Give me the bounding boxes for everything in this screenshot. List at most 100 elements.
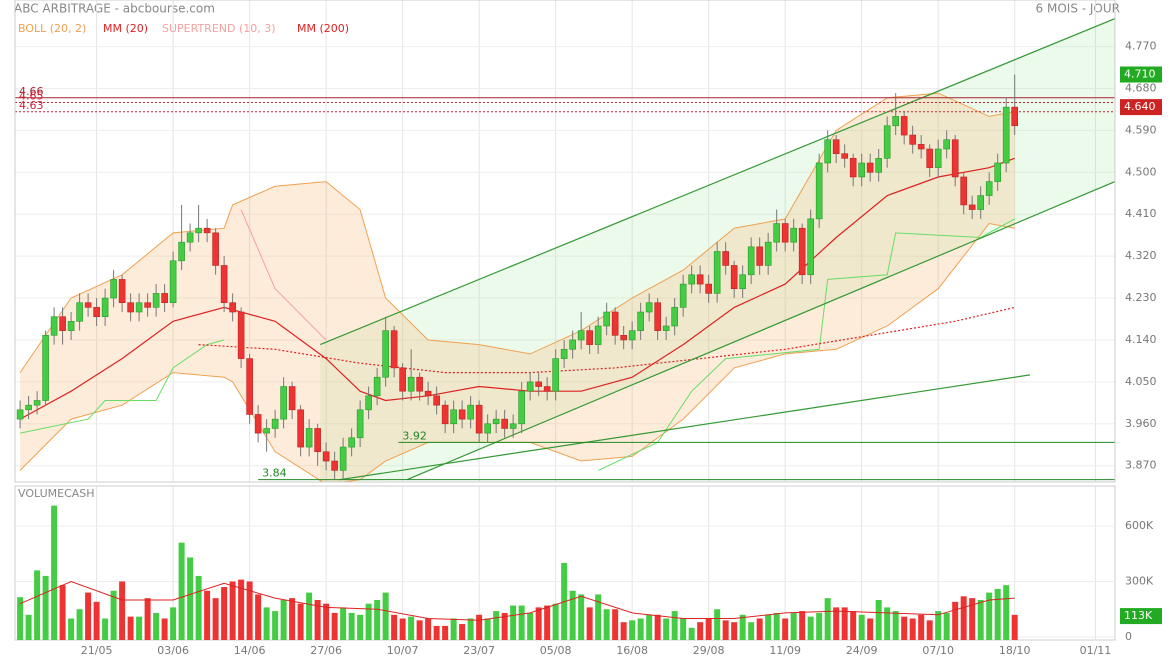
- x-tick-label: 10/07: [387, 644, 419, 657]
- candle-body: [858, 162, 865, 178]
- volume-bar: [85, 592, 92, 640]
- candle-body: [407, 376, 415, 392]
- candle-body: [696, 274, 704, 285]
- candle-body: [764, 241, 772, 266]
- candle-body: [322, 451, 330, 462]
- candle-body: [526, 381, 534, 392]
- candle-body: [909, 134, 916, 145]
- candle-body: [254, 414, 262, 434]
- candle-body: [118, 279, 126, 304]
- volume-bar: [552, 603, 559, 640]
- volume-bar: [586, 607, 593, 640]
- boll-fill: [20, 93, 1015, 482]
- volume-bar: [187, 557, 194, 640]
- candle-body: [16, 409, 24, 420]
- legend-entry: BOLL (20, 2): [18, 22, 86, 35]
- level-label: 3.92: [402, 429, 427, 442]
- volume-bar: [136, 616, 143, 640]
- level-label: 4.63: [19, 99, 44, 112]
- volume-bar: [756, 618, 763, 640]
- candle-body: [441, 404, 449, 425]
- candle-body: [875, 158, 882, 173]
- candle-body: [484, 423, 491, 434]
- candle-body: [841, 153, 848, 159]
- candle-body: [67, 321, 75, 331]
- volume-bar: [739, 614, 746, 640]
- candle-body: [773, 223, 780, 243]
- y-tick-label: 4.140: [1125, 333, 1157, 346]
- volume-bar: [544, 605, 551, 640]
- candle-body: [866, 162, 874, 173]
- y-tick-label: 4.410: [1125, 207, 1157, 220]
- volume-bar: [884, 607, 891, 640]
- volume-bar: [1003, 585, 1010, 640]
- volume-bar: [773, 612, 780, 640]
- candle-body: [433, 395, 440, 406]
- volume-bar: [790, 612, 797, 640]
- level-label: 4.65: [19, 89, 44, 102]
- volume-marker: [1120, 608, 1162, 625]
- candle-body: [135, 302, 143, 313]
- candle-body: [985, 181, 993, 196]
- candle-body: [756, 246, 763, 266]
- price-frame: [14, 0, 1116, 483]
- candle-body: [110, 279, 117, 299]
- candle-body: [790, 227, 797, 243]
- x-tick-label: 16/08: [616, 644, 648, 657]
- volume-bar: [382, 592, 389, 640]
- candle-body: [577, 330, 585, 341]
- candle-body: [365, 395, 372, 411]
- candle-body: [662, 325, 670, 331]
- candle-body: [288, 386, 296, 411]
- level-label: 3.84: [262, 467, 287, 480]
- candle-body: [849, 158, 857, 178]
- volume-bar: [850, 611, 857, 640]
- volume-bar: [620, 622, 627, 640]
- volume-bar: [144, 598, 151, 640]
- candle-body: [152, 293, 160, 308]
- volume-bar: [663, 618, 670, 640]
- candle-body: [815, 162, 823, 220]
- candle-body: [509, 423, 517, 429]
- volume-bar: [178, 542, 185, 640]
- volume-bar: [892, 611, 899, 640]
- volume-bar: [263, 607, 270, 640]
- volume-bar: [807, 616, 814, 640]
- volume-bar: [578, 594, 585, 640]
- volume-bar: [161, 618, 168, 640]
- x-tick-label: 24/09: [846, 644, 878, 657]
- candle-body: [518, 390, 525, 425]
- volume-bar: [867, 618, 874, 640]
- legend-entry: SUPERTREND (10, 3): [162, 22, 276, 35]
- candle-body: [220, 265, 228, 304]
- y-tick-label: 3.960: [1125, 417, 1157, 430]
- candle-body: [620, 335, 627, 341]
- volume-bar: [952, 601, 959, 640]
- volume-bar: [875, 599, 882, 640]
- volume-bar: [935, 611, 942, 640]
- volume-bar: [926, 620, 933, 640]
- candle-body: [195, 227, 202, 234]
- volume-bar: [960, 596, 967, 640]
- volume-bar: [425, 618, 432, 640]
- candle-body: [492, 418, 500, 425]
- candle-body: [705, 283, 712, 294]
- candle-body: [807, 218, 814, 276]
- volume-bar: [595, 594, 602, 640]
- candle-body: [747, 246, 755, 276]
- candle-body: [688, 274, 695, 285]
- volume-bar: [493, 611, 500, 640]
- candle-body: [552, 358, 559, 392]
- candle-body: [943, 139, 950, 150]
- legend-entry: MM (20): [103, 22, 148, 35]
- x-tick-label: 27/06: [310, 644, 342, 657]
- volume-bar: [229, 581, 236, 640]
- candle-body: [594, 325, 602, 345]
- candle-body: [76, 302, 83, 322]
- candle-body: [263, 428, 270, 434]
- candle-body: [178, 241, 185, 262]
- volume-bar: [858, 614, 865, 640]
- candle-body: [50, 316, 58, 336]
- candle-body: [977, 195, 984, 210]
- volume-bar: [195, 575, 202, 640]
